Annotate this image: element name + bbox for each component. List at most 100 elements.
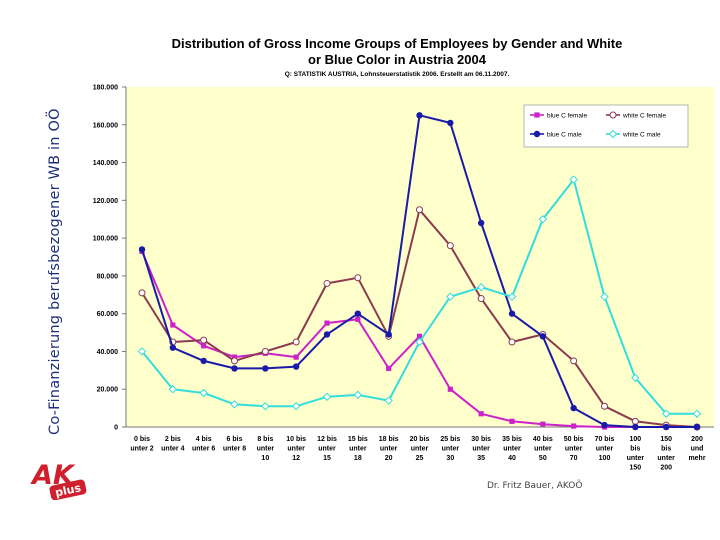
data-point (230, 400, 239, 409)
data-point (477, 295, 485, 303)
data-point (477, 219, 485, 227)
data-point (323, 331, 331, 338)
data-point (508, 338, 516, 346)
data-point (231, 354, 238, 360)
x-tick-label-line: unter (627, 455, 645, 462)
y-tick-label: 0 (114, 425, 118, 432)
x-tick-label: 10 bis unter 12 (286, 436, 306, 462)
x-tick-label-line: 30 (446, 455, 454, 462)
x-tick-label-line: bis (630, 446, 640, 453)
x-tick-label-line: unter (257, 446, 275, 453)
data-point (322, 392, 332, 401)
data-point (600, 292, 609, 301)
x-tick-label-line: 70 (570, 455, 578, 462)
x-tick-label: 70 bis unter 100 (595, 436, 615, 462)
data-point (662, 423, 670, 431)
x-tick-label-line: 8 bis (257, 436, 273, 443)
x-tick-label: 20 bis unter 25 (410, 436, 430, 462)
data-point (384, 396, 393, 405)
data-point (231, 365, 238, 372)
data-point (137, 347, 147, 356)
x-tick-label-line: 30 bis (471, 436, 491, 443)
data-point (261, 347, 269, 355)
x-ticks: 0 bis unter 2 2 bis unter 4 4 bis unter 6 6 bi… (130, 436, 706, 472)
x-tick-label: 12 bis unter 15 (317, 436, 337, 462)
data-point (609, 111, 617, 119)
chart-subtitle: Q: STATISTIK AUSTRIA, Lohnsteuerstatisti… (285, 71, 510, 78)
data-point (539, 333, 547, 340)
legend-item: white C female (606, 111, 666, 119)
y-tick-label: 60.000 (97, 311, 119, 318)
x-tick-label-line: 100 (599, 455, 611, 462)
x-tick-label-line: unter 2 (130, 446, 153, 453)
data-point (386, 365, 392, 372)
data-point (231, 357, 238, 365)
x-tick-label-line: 70 bis (595, 436, 615, 443)
y-tick-label: 160.000 (93, 122, 118, 129)
data-point (601, 421, 608, 429)
data-point (416, 333, 423, 339)
data-point (476, 283, 486, 292)
x-tick-label-line: 15 (323, 455, 331, 462)
data-point (631, 373, 640, 383)
legend-box (523, 104, 689, 148)
y-tick-label: 80.000 (97, 273, 119, 280)
data-point (293, 354, 299, 360)
x-tick-label-line: unter (380, 446, 398, 453)
series-group (137, 112, 702, 431)
x-tick-label-line: 10 (261, 455, 269, 462)
x-tick-label-line: 25 bis (440, 436, 460, 443)
data-point (534, 112, 540, 118)
x-tick-label: 40 bis unter 50 (533, 436, 553, 462)
x-tick-label-line: 20 bis (410, 436, 430, 443)
chart-title-line1: Distribution of Gross Income Groups of E… (172, 36, 623, 51)
data-point (416, 206, 423, 214)
x-tick-label: 2 bis unter 4 (161, 436, 184, 453)
data-point (447, 119, 454, 127)
data-point (446, 292, 455, 301)
x-tick-label-line: unter (565, 446, 583, 453)
data-point (569, 175, 578, 184)
data-point (447, 386, 453, 392)
legend: blue C female white C female blue C male wh… (523, 104, 689, 148)
x-tick-label-line: 15 bis (348, 436, 368, 443)
data-point (261, 402, 270, 411)
data-point (291, 402, 301, 411)
data-point (262, 365, 269, 372)
x-tick-label-line: 35 bis (502, 436, 522, 443)
data-point (292, 363, 300, 370)
data-point (355, 316, 361, 322)
data-point (385, 331, 392, 338)
x-tick-label: 35 bis unter 40 (502, 436, 522, 462)
data-point (415, 337, 424, 347)
x-tick-label-line: 200 (660, 465, 672, 472)
y-tick-label: 100.000 (93, 236, 118, 243)
data-point (354, 310, 362, 317)
x-tick-label-line: 12 bis (317, 436, 337, 443)
x-tick-label-line: 150 (660, 436, 672, 443)
x-tick-label: 6 bis unter 8 (223, 436, 246, 453)
x-tick-label-line: 40 (508, 455, 516, 462)
x-tick-label: 150 bis unter 200 (657, 436, 675, 472)
data-point (692, 409, 702, 418)
x-tick-label: 30 bis unter 35 (471, 436, 491, 462)
x-tick-label: 18 bis unter 20 (379, 436, 399, 462)
data-point (661, 409, 671, 418)
x-tick-label-line: bis (661, 446, 671, 453)
x-tick-label-line: unter (287, 446, 305, 453)
x-tick-label-line: unter (503, 446, 521, 453)
data-point (168, 385, 178, 394)
x-tick-label-line: unter (349, 446, 367, 453)
x-tick-label-line: 12 (292, 455, 300, 462)
x-tick-label-line: mehr (688, 455, 705, 462)
data-point (199, 388, 208, 398)
x-tick-label-line: unter (318, 446, 336, 453)
x-tick-label-line: unter 4 (161, 446, 184, 453)
data-point (631, 417, 639, 425)
x-tick-label-line: unter 8 (223, 446, 246, 453)
data-point (200, 336, 208, 344)
y-tick-label: 20.000 (97, 387, 119, 394)
data-point (201, 343, 207, 349)
x-tick-label-line: 18 (354, 455, 362, 462)
